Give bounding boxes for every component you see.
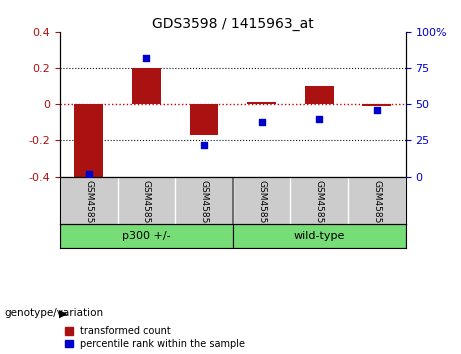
Point — [85, 171, 92, 177]
Text: GSM458549: GSM458549 — [200, 181, 208, 235]
Text: GSM458551: GSM458551 — [315, 181, 324, 235]
Point — [258, 119, 266, 125]
Bar — [189, 104, 219, 135]
Point — [142, 55, 150, 61]
Bar — [362, 104, 391, 106]
Point — [315, 116, 323, 121]
Bar — [132, 68, 161, 104]
Text: GSM458548: GSM458548 — [142, 181, 151, 235]
Text: wild-type: wild-type — [294, 231, 345, 241]
Bar — [60, 224, 233, 248]
Bar — [305, 86, 334, 104]
Title: GDS3598 / 1415963_at: GDS3598 / 1415963_at — [152, 17, 313, 31]
Bar — [233, 224, 406, 248]
Text: GSM458552: GSM458552 — [372, 181, 381, 235]
Bar — [74, 104, 103, 180]
Text: p300 +/-: p300 +/- — [122, 231, 171, 241]
Point — [200, 142, 207, 148]
Text: genotype/variation: genotype/variation — [5, 308, 104, 318]
Text: GSM458547: GSM458547 — [84, 181, 93, 235]
Bar — [247, 102, 276, 104]
Point — [373, 107, 381, 113]
Legend: transformed count, percentile rank within the sample: transformed count, percentile rank withi… — [65, 326, 245, 349]
Text: GSM458550: GSM458550 — [257, 181, 266, 235]
Text: ▶: ▶ — [59, 308, 67, 318]
